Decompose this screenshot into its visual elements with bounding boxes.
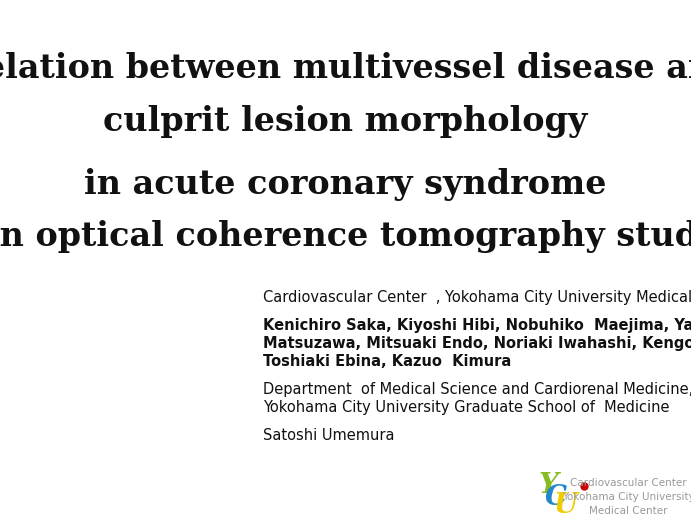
Text: in acute coronary syndrome: in acute coronary syndrome [84,168,607,201]
Text: Yokohama City University: Yokohama City University [562,492,691,502]
Text: culprit lesion morphology: culprit lesion morphology [104,105,587,138]
Text: Cardiovascular Center: Cardiovascular Center [569,478,686,488]
Text: Satoshi Umemura: Satoshi Umemura [263,428,394,443]
Text: C: C [545,484,567,511]
Text: Matsuzawa, Mitsuaki Endo, Noriaki Iwahashi, Kengo Tsukahara,: Matsuzawa, Mitsuaki Endo, Noriaki Iwahas… [263,336,691,351]
Text: Y: Y [538,472,558,499]
Text: Medical Center: Medical Center [589,506,668,516]
Text: Relation between multivessel disease and: Relation between multivessel disease and [0,52,691,85]
Text: Kenichiro Saka, Kiyoshi Hibi, Nobuhiko  Maejima, Yasushi: Kenichiro Saka, Kiyoshi Hibi, Nobuhiko M… [263,318,691,333]
Text: -An optical coherence tomography study-: -An optical coherence tomography study- [0,220,691,253]
Text: Cardiovascular Center  , Yokohama City University Medical Center: Cardiovascular Center , Yokohama City Un… [263,290,691,305]
Text: Department  of Medical Science and Cardiorenal Medicine,: Department of Medical Science and Cardio… [263,382,691,397]
Text: Toshiaki Ebina, Kazuo  Kimura: Toshiaki Ebina, Kazuo Kimura [263,354,511,369]
Text: Yokohama City University Graduate School of  Medicine: Yokohama City University Graduate School… [263,400,669,415]
Text: U: U [554,492,578,519]
